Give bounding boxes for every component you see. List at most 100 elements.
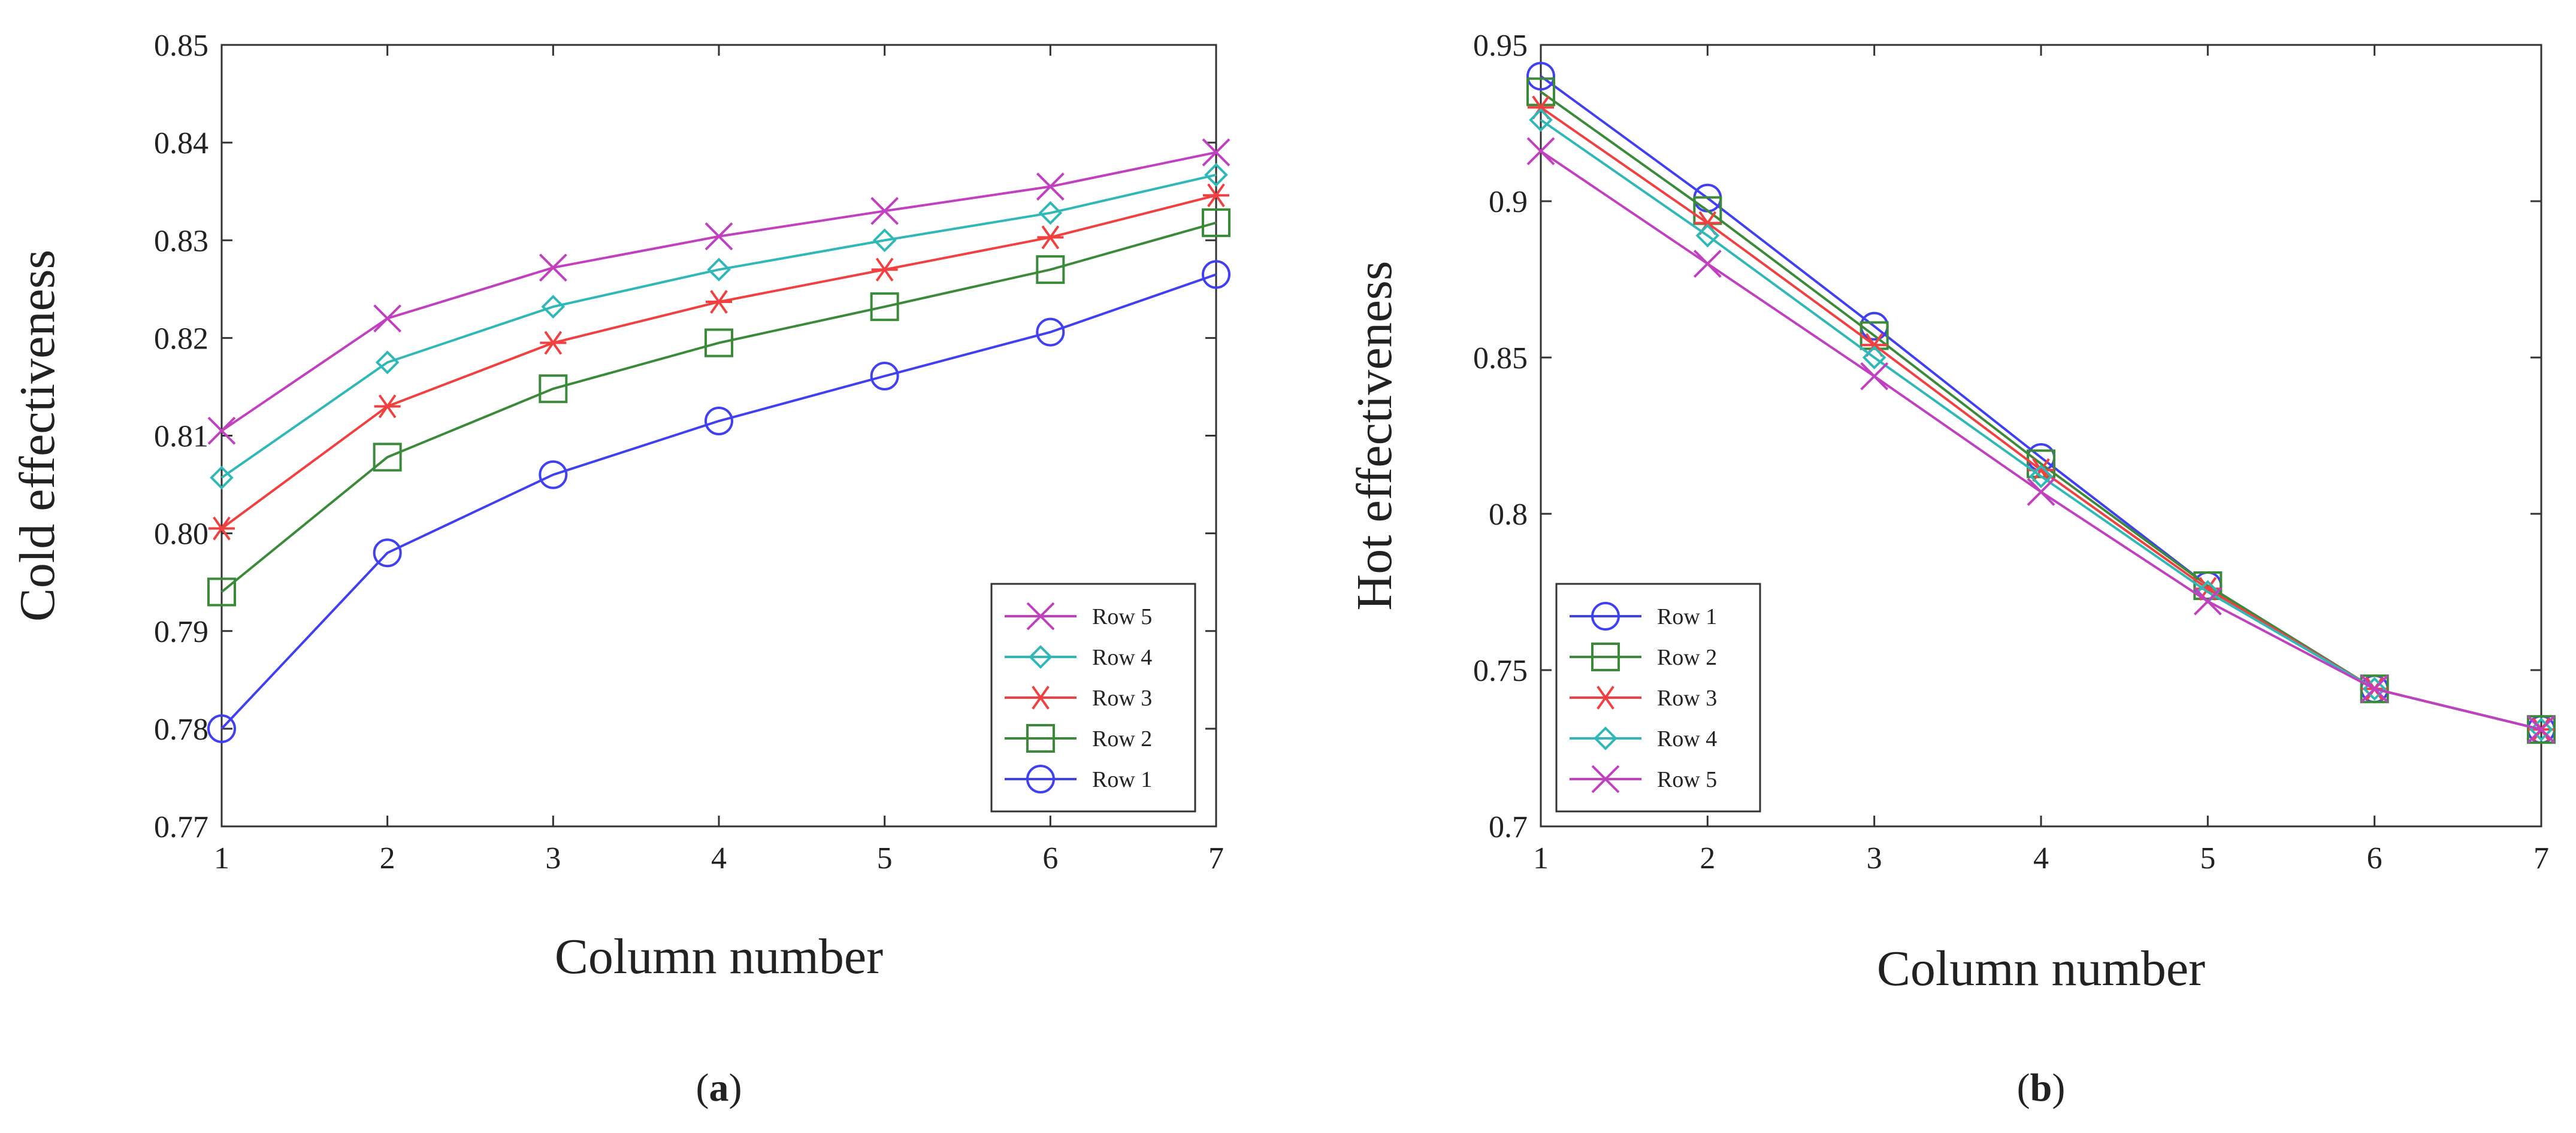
panel-a-x-tick-label: 6 <box>1042 841 1058 875</box>
panel-b-legend-entry: Row 3 <box>1570 686 1717 711</box>
panel-a-series-row-1 <box>207 260 1230 743</box>
panel-a-data-point <box>870 292 899 322</box>
panel-b-x-tick-label: 4 <box>2033 841 2049 875</box>
panel-b-y-tick-label: 0.7 <box>1489 810 1528 844</box>
panel-a-y-tick-label: 0.79 <box>154 615 208 649</box>
panel-a-y-tick-label: 0.77 <box>154 810 208 844</box>
panel-b-data-point <box>2360 674 2389 703</box>
panel-a-data-point <box>207 416 236 445</box>
panel-a-x-tick-label: 3 <box>545 841 561 875</box>
panel-a-data-point <box>1037 225 1064 250</box>
panel-b-data-point <box>1693 249 1722 278</box>
panel-a-data-point <box>539 374 568 404</box>
panel-a-data-point <box>208 516 235 541</box>
panel-a-legend-label: Row 5 <box>1092 604 1152 629</box>
panel-a-series-line <box>220 194 1217 530</box>
panel-a-data-point <box>1036 317 1065 347</box>
panel-a-data-point <box>210 465 234 490</box>
panel-a-data-point <box>1038 201 1063 225</box>
panel-a-y-tick-label: 0.80 <box>154 517 208 552</box>
panel-a-legend-entry: Row 5 <box>1005 602 1152 631</box>
panel-b-legend-label: Row 1 <box>1657 604 1717 629</box>
panel-b-data-point <box>2527 715 2556 744</box>
panel-a-data-point <box>539 460 568 489</box>
panel-b-legend-marker <box>1591 765 1620 793</box>
panel-b-legend-entry: Row 5 <box>1570 765 1717 793</box>
panel-a-series-row-3 <box>208 183 1229 541</box>
panel-a-data-point <box>707 258 731 282</box>
panel-a-y-tick-label: 0.82 <box>154 322 208 356</box>
panel-b-legend-marker <box>1591 643 1620 671</box>
panel-b-data-point <box>2193 571 2223 601</box>
panel-a-data-point <box>870 196 899 225</box>
panel-a-legend-label: Row 3 <box>1092 686 1152 711</box>
panel-a-data-point <box>373 443 402 472</box>
panel-a-data-point <box>706 290 732 314</box>
panel-b-series-row-5 <box>1526 137 2556 744</box>
panel-a-x-tick-label: 4 <box>711 841 727 875</box>
panel-a-legend-marker <box>1026 602 1055 631</box>
panel-b-label-open: ( <box>2017 1066 2030 1110</box>
panel-b-y-axis-title: Hot effectiveness <box>1347 261 1402 611</box>
panel-b-data-point <box>2029 464 2053 489</box>
panel-a-cold-effectiveness-chart: 1 2 3 4 5 6 7 0.77 0.78 0.79 0.80 0.81 0.82 0.83 0.84 0… <box>10 29 1230 1110</box>
panel-b-legend-label: Row 4 <box>1657 726 1717 752</box>
panel-a-data-point <box>705 407 733 436</box>
panel-b-x-tick-label: 2 <box>1700 841 1715 875</box>
panel-b-legend-marker <box>1592 686 1619 710</box>
panel-a-legend-entry: Row 3 <box>1005 686 1152 711</box>
panel-b-data-point <box>2193 587 2222 616</box>
panel-a-data-point <box>871 258 898 282</box>
panel-b-legend-label: Row 2 <box>1657 645 1717 670</box>
panel-a-data-point <box>373 304 402 333</box>
panel-b-legend-entry: Row 2 <box>1570 643 1717 671</box>
panel-b-y-tick-label: 0.95 <box>1473 29 1528 63</box>
panel-b-data-point <box>2529 717 2553 742</box>
panel-b-data-point <box>1526 77 1555 107</box>
panel-a-series-line <box>220 221 1217 593</box>
panel-a-legend-marker <box>1026 765 1055 793</box>
panel-b-x-tick-label: 6 <box>2367 841 2383 875</box>
panel-b-y-tick-label: 0.8 <box>1489 498 1528 532</box>
panel-b-y-tick-label: 0.75 <box>1473 654 1528 688</box>
panel-a-data-point <box>540 331 567 355</box>
panel-a-y-tick-label: 0.83 <box>154 224 208 258</box>
panel-b-x-axis-title: Column number <box>1877 941 2205 996</box>
panel-a-y-axis-title: Cold effectiveness <box>10 250 65 622</box>
panel-b-data-point <box>2027 478 2055 506</box>
panel-b-data-point <box>1526 62 1555 91</box>
panel-a-data-point <box>705 222 733 251</box>
panel-a-data-point <box>539 253 567 282</box>
panel-a-label-open: ( <box>696 1066 709 1110</box>
panel-b-x-tick-label: 1 <box>1533 841 1549 875</box>
panel-b-label-letter: b <box>2030 1066 2052 1110</box>
panel-b-label: (b) <box>2017 1066 2066 1110</box>
panel-a-label: (a) <box>696 1066 742 1110</box>
panel-b-legend-entry: Row 4 <box>1570 726 1717 752</box>
panel-b-legend: Row 1 Row 2 Row 3 Row 4 Row 5 <box>1555 583 1761 813</box>
panel-a-data-point <box>870 361 899 390</box>
panel-a-legend-entry: Row 2 <box>1005 724 1152 753</box>
panel-a-label-close: ) <box>729 1066 742 1110</box>
panel-a-y-tick-label: 0.81 <box>154 420 208 454</box>
panel-a-data-point <box>1036 172 1065 201</box>
panel-a-series-line <box>220 151 1217 432</box>
panel-a-series-line <box>220 273 1217 730</box>
panel-a-series-row-4 <box>210 163 1228 490</box>
panel-a-data-point <box>207 714 236 743</box>
panel-a-y-tick-label: 0.78 <box>154 713 208 747</box>
panel-a-label-letter: a <box>709 1066 729 1110</box>
panel-b-x-tick-label: 5 <box>2200 841 2215 875</box>
panel-b-y-tick-label: 0.9 <box>1489 185 1528 219</box>
panel-b-data-point <box>1529 108 1553 132</box>
panel-a-y-tick-label: 0.84 <box>154 126 208 160</box>
panel-b-label-close: ) <box>2052 1066 2065 1110</box>
panel-a-data-point <box>1203 183 1229 208</box>
panel-a-x-tick-label: 1 <box>214 841 229 875</box>
panel-a-legend-label: Row 1 <box>1092 767 1152 792</box>
panel-b-x-tick-label: 3 <box>1867 841 1882 875</box>
panel-a-series-line <box>220 174 1217 479</box>
panel-a-data-point <box>1202 260 1230 289</box>
panel-a-data-point <box>1204 163 1228 187</box>
